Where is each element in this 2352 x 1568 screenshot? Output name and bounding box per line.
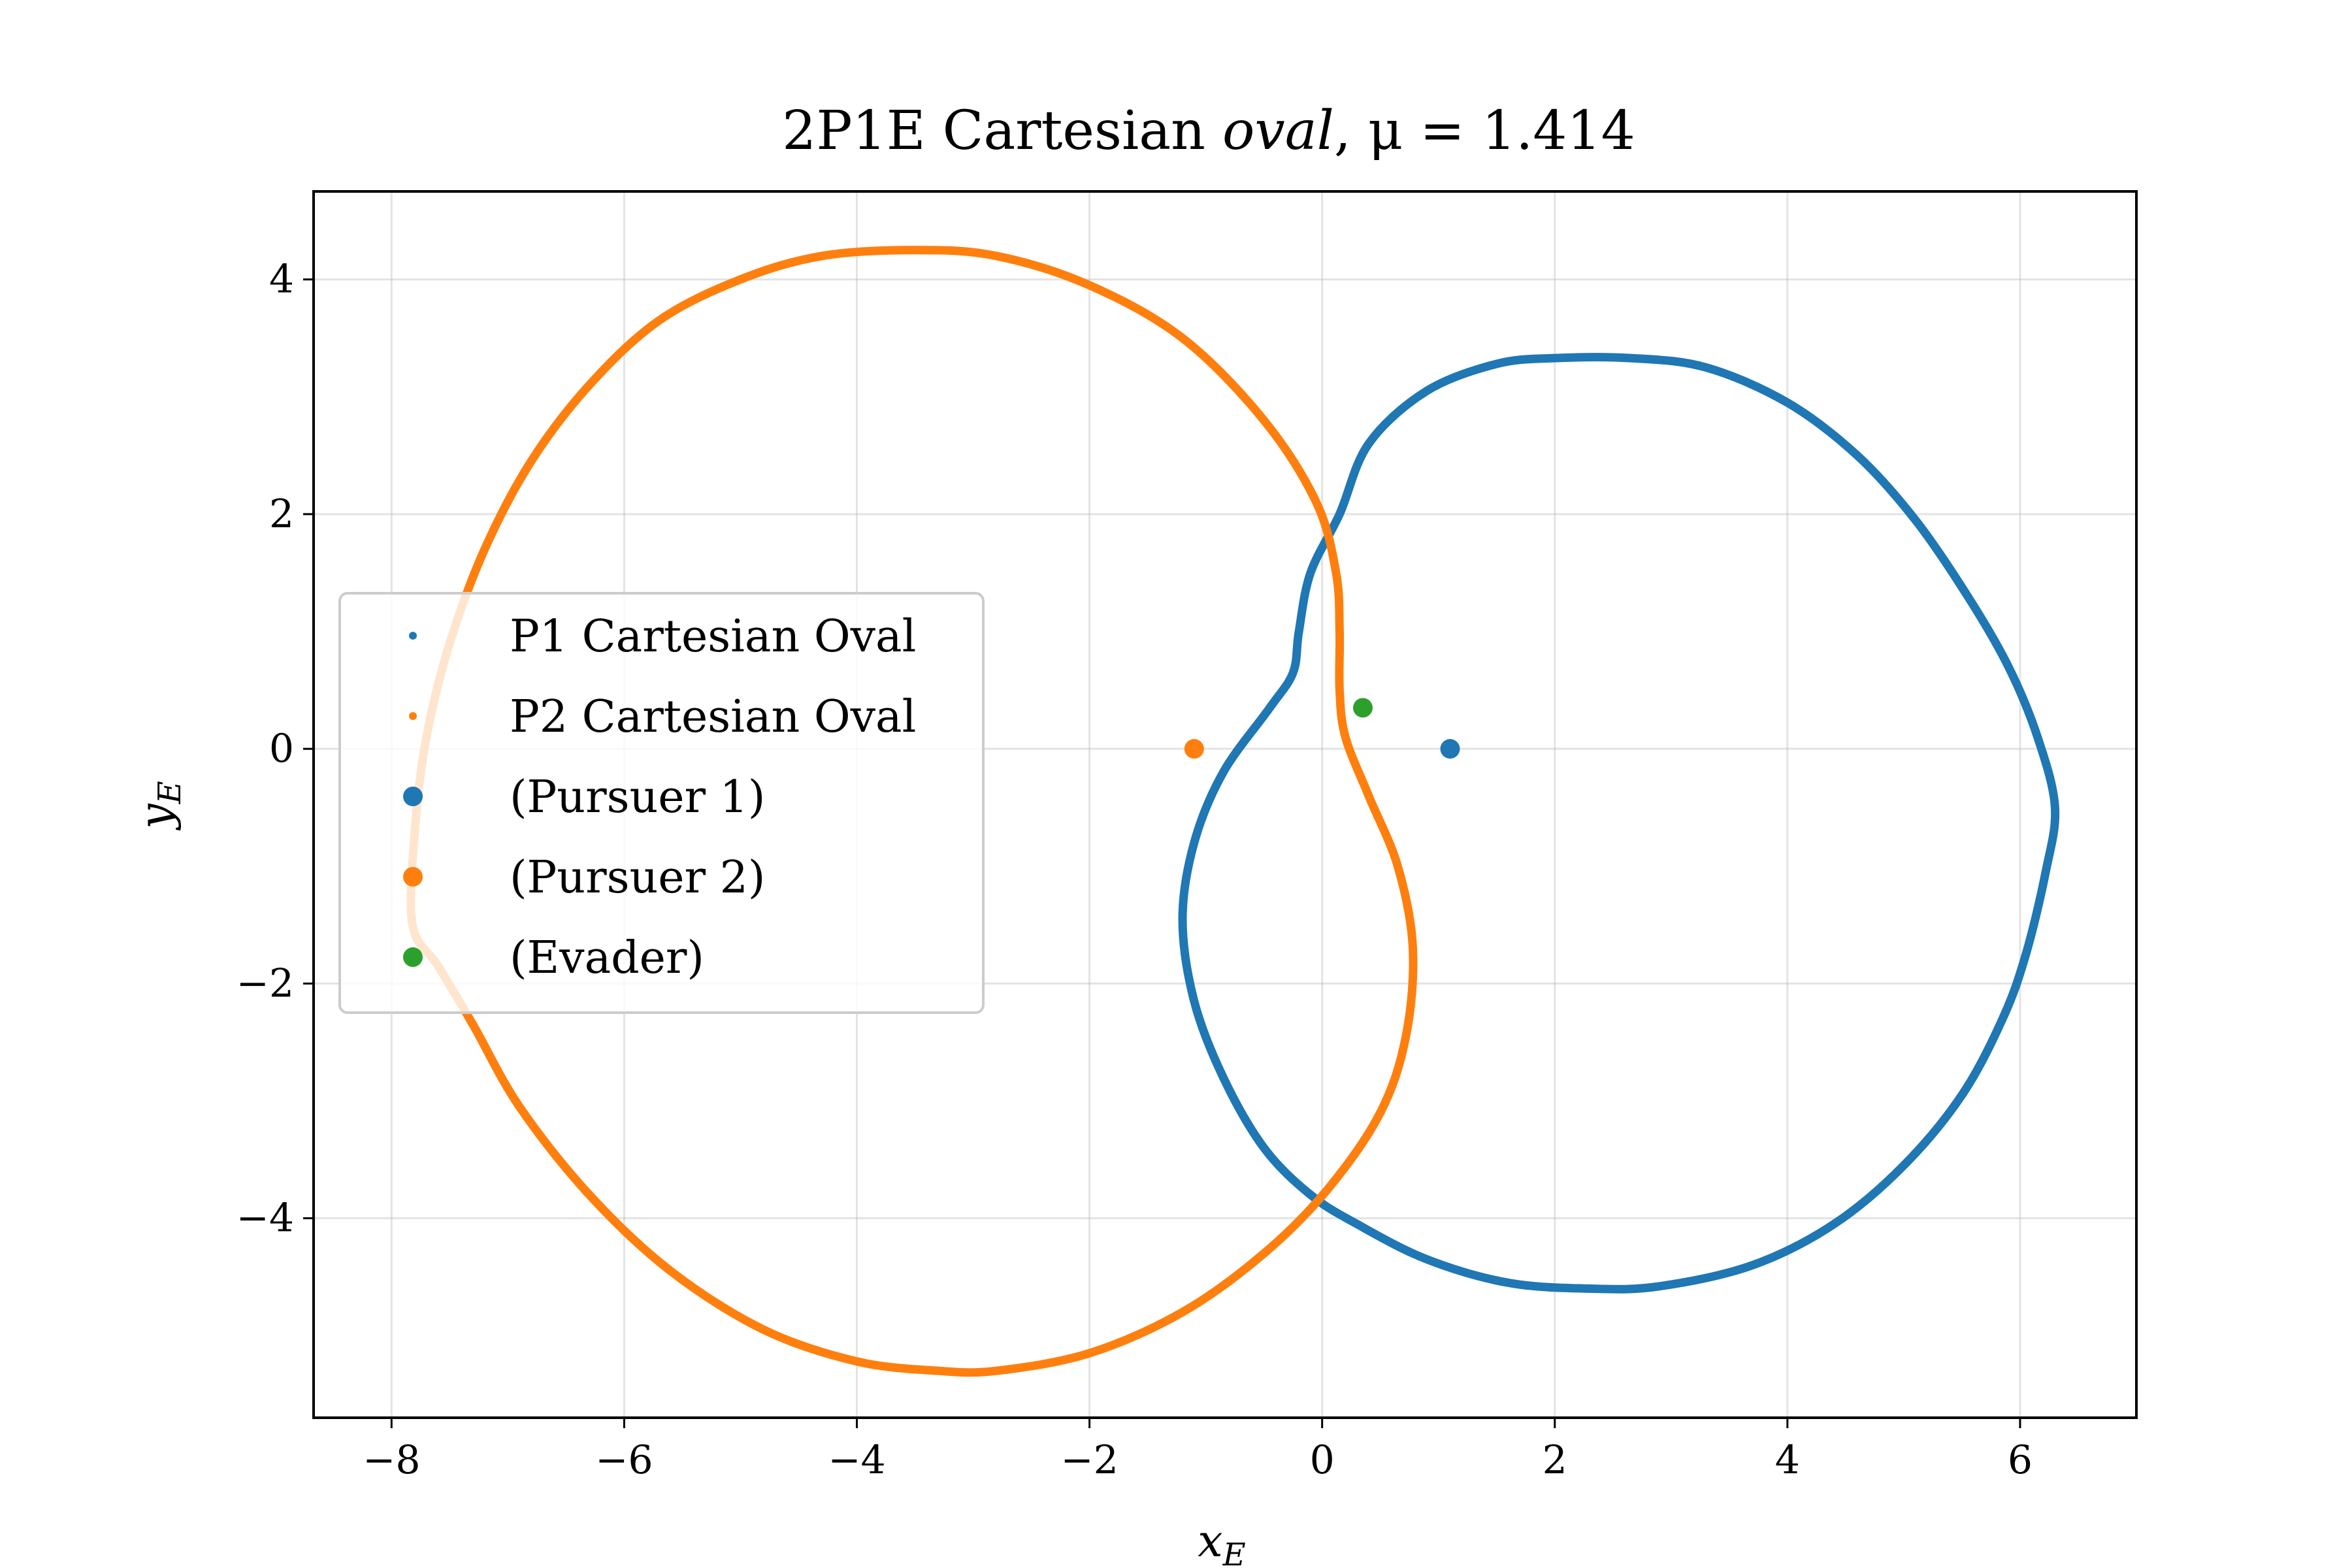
legend-marker-2 xyxy=(409,712,417,720)
y-tick-label: 2 xyxy=(269,491,294,537)
x-tick-label: 2 xyxy=(1543,1437,1567,1483)
x-axis-label-main: x xyxy=(1198,1516,1222,1567)
legend: P1 Cartesian Oval P2 Cartesian Oval (Pursu… xyxy=(338,592,985,1014)
axis-ticks: −8 −6 −4 −2 0 2 4 6 −4 −2 0 2 4 xyxy=(237,257,2033,1483)
x-tick-label: −6 xyxy=(595,1437,653,1483)
y-tick-label: 4 xyxy=(269,257,294,302)
x-tick-label: −4 xyxy=(828,1437,885,1483)
chart-title: 2P1E Cartesian oval, μ = 1.414 xyxy=(782,100,1635,162)
legend-marker-4 xyxy=(403,867,423,887)
chart-title-suffix: , μ = 1.414 xyxy=(1334,100,1635,162)
legend-label-4: (Pursuer 2) xyxy=(510,852,765,904)
chart-title-italic: oval xyxy=(1222,100,1334,162)
y-tick-label: −2 xyxy=(237,960,294,1006)
y-axis-label-sub: E xyxy=(152,781,188,804)
x-axis-label-sub: E xyxy=(1222,1537,1246,1568)
x-tick-label: −8 xyxy=(363,1437,420,1483)
plot-frame xyxy=(312,190,2138,1419)
series-point-5 xyxy=(1352,698,1373,718)
legend-marker-3 xyxy=(403,787,423,806)
legend-box xyxy=(338,592,985,1014)
y-axis-label: yE xyxy=(131,781,188,830)
series-curve-2 xyxy=(406,246,1418,1377)
legend-label-3: (Pursuer 1) xyxy=(510,772,765,823)
y-axis-label-main: y xyxy=(131,803,182,831)
series-curve-1 xyxy=(1178,353,2060,1294)
x-tick-label: 4 xyxy=(1775,1437,1800,1483)
chart-title-prefix: 2P1E Cartesian xyxy=(782,100,1222,162)
series-point-3 xyxy=(1440,739,1460,759)
legend-label-5: (Evader) xyxy=(510,932,704,984)
y-tick-label: −4 xyxy=(237,1196,294,1241)
legend-marker-1 xyxy=(409,632,417,640)
legend-entries: P1 Cartesian Oval P2 Cartesian Oval (Pursu… xyxy=(403,611,916,984)
legend-label-1: P1 Cartesian Oval xyxy=(510,611,916,662)
legend-label-2: P2 Cartesian Oval xyxy=(510,691,916,743)
legend-marker-5 xyxy=(403,947,423,967)
x-tick-label: −2 xyxy=(1060,1437,1118,1483)
series-layer xyxy=(406,246,2060,1377)
x-tick-label: 0 xyxy=(1310,1437,1335,1483)
y-tick-label: 0 xyxy=(269,726,294,772)
series-point-4 xyxy=(1184,739,1204,759)
x-tick-label: 6 xyxy=(2008,1437,2033,1483)
x-axis-label: xE xyxy=(1198,1516,1245,1568)
